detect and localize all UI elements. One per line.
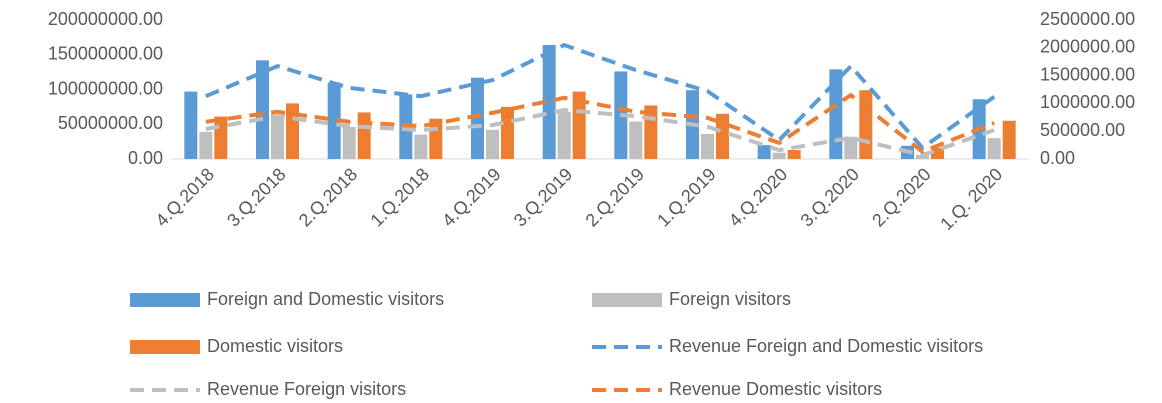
bar (844, 136, 858, 159)
x-tick-label: 3.Q.2019 (510, 164, 577, 231)
y2-tick-label: 1500000.00 (1040, 64, 1135, 84)
y2-tick-label: 2000000.00 (1040, 37, 1135, 57)
bar (572, 91, 586, 159)
bar (772, 152, 786, 159)
bar (1002, 120, 1016, 159)
legend-label: Domestic visitors (207, 336, 343, 356)
y-tick-label: 0.00 (128, 148, 163, 168)
bar (829, 69, 843, 159)
y-tick-label: 200000000.00 (48, 9, 163, 29)
bar (286, 103, 299, 159)
bar (931, 147, 944, 159)
line (205, 108, 995, 158)
y2-tick-label: 0.00 (1040, 148, 1075, 168)
bar (701, 133, 714, 159)
y2-tick-label: 1000000.00 (1040, 92, 1135, 112)
y2-tick-label: 500000.00 (1040, 120, 1125, 140)
x-tick-label: 1.Q. 2020 (936, 164, 1006, 234)
bar (557, 111, 571, 159)
bar (486, 129, 499, 159)
bar (199, 131, 213, 159)
legend-label: Revenue Foreign and Domestic visitors (669, 336, 983, 356)
bar (357, 112, 371, 159)
x-tick-label: 1.Q.2018 (367, 164, 434, 231)
y2-tick-label: 2500000.00 (1040, 9, 1135, 29)
bar (629, 121, 643, 159)
x-tick-label: 4.Q.2018 (152, 164, 219, 231)
y-tick-label: 100000000.00 (48, 78, 163, 98)
bar (501, 106, 514, 159)
x-tick-label: 3.Q.2018 (223, 164, 290, 231)
bar (716, 113, 729, 159)
bar (414, 134, 428, 159)
bar (256, 60, 269, 160)
bar (342, 127, 356, 159)
x-tick-label: 2.Q.2020 (868, 164, 935, 231)
x-tick-label: 4.Q.2019 (438, 164, 505, 231)
legend-label: Foreign visitors (669, 289, 791, 309)
x-tick-label: 4.Q.2020 (725, 164, 792, 231)
y-tick-label: 150000000.00 (48, 44, 163, 64)
bar (184, 91, 198, 159)
x-tick-label: 1.Q.2019 (653, 164, 720, 231)
legend-swatch (592, 293, 662, 307)
y-tick-label: 50000000.00 (58, 113, 163, 133)
x-tick-label: 2.Q.2018 (295, 164, 362, 231)
line (205, 92, 995, 155)
line (205, 42, 996, 151)
bar (471, 77, 484, 159)
bar (327, 82, 341, 159)
bar (757, 145, 771, 159)
bar (542, 45, 556, 159)
bar (859, 90, 873, 159)
legend-label: Foreign and Domestic visitors (207, 289, 444, 309)
bar (787, 149, 801, 159)
x-tick-label: 2.Q.2019 (582, 164, 649, 231)
legend-label: Revenue Domestic visitors (669, 379, 882, 399)
legend-label: Revenue Foreign visitors (207, 379, 406, 399)
bar (214, 116, 228, 159)
legend-swatch (130, 293, 200, 307)
bar (271, 114, 284, 159)
x-tick-label: 3.Q.2020 (797, 164, 864, 231)
bar (987, 138, 1001, 159)
legend-swatch (130, 340, 200, 354)
